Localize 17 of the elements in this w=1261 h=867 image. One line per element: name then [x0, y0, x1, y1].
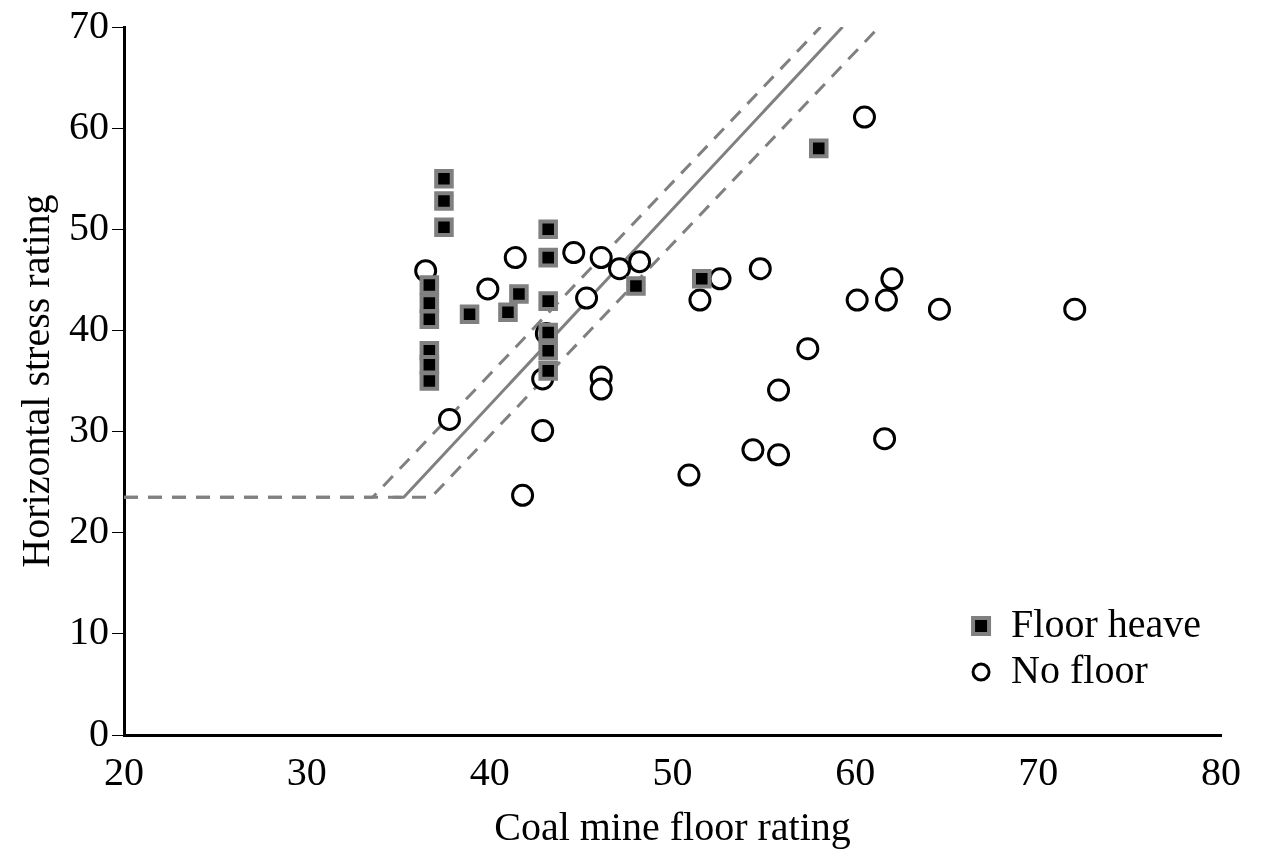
- y-tick-label: 30: [69, 406, 109, 452]
- x-tick-label: 30: [286, 748, 327, 794]
- x-tick-label: 70: [1018, 748, 1059, 794]
- y-axis-title: Horizontal stress rating: [12, 194, 58, 568]
- y-tick-label: 60: [69, 102, 109, 148]
- y-tick-label: 20: [69, 507, 109, 553]
- x-tick-label: 80: [1201, 748, 1241, 794]
- x-tick-label: 60: [835, 748, 876, 794]
- y-tick-label: 40: [69, 304, 109, 350]
- x-axis-title: Coal mine floor rating: [494, 803, 851, 849]
- y-tick-label: 50: [69, 203, 109, 249]
- legend-label: Floor heave: [1011, 600, 1202, 646]
- legend-label: No floor: [1011, 646, 1148, 692]
- x-tick-label: 50: [652, 748, 693, 794]
- x-tick-label: 40: [469, 748, 510, 794]
- y-tick-label: 70: [69, 1, 109, 47]
- y-tick-label: 10: [69, 608, 109, 654]
